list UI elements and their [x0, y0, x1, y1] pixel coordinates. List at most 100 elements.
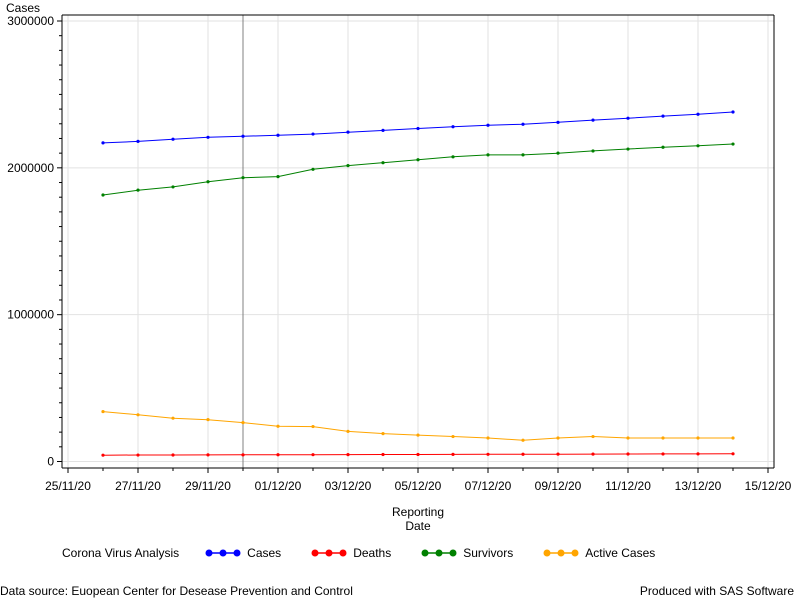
legend-item-survivors: Survivors [421, 546, 513, 560]
data-point-active-cases [486, 436, 490, 440]
line-chart: Cases Reporting Date 0 1000000 2000000 3000… [6, 1, 792, 533]
data-point-cases [136, 139, 140, 144]
data-point-active-cases [416, 433, 420, 437]
data-point-survivors [241, 176, 245, 180]
data-point-cases [346, 130, 350, 134]
legend-title: Corona Virus Analysis [62, 546, 180, 560]
data-point-cases [276, 133, 280, 137]
data-point-active-cases [276, 424, 280, 428]
data-point-deaths [731, 452, 735, 456]
x-tick-label: 01/12/20 [255, 479, 302, 493]
x-tick-label: 09/12/20 [535, 479, 582, 493]
data-point-survivors [101, 193, 105, 197]
x-tick-label: 05/12/20 [395, 479, 442, 493]
data-point-cases [731, 110, 735, 114]
data-point-deaths [241, 453, 245, 457]
data-point-survivors [451, 155, 455, 159]
data-point-active-cases [591, 434, 595, 439]
x-tick-label: 29/11/20 [185, 479, 231, 493]
data-point-survivors [206, 180, 210, 184]
x-tick-label: 07/12/20 [465, 479, 512, 493]
data-point-deaths [556, 452, 560, 456]
data-point-cases [591, 118, 595, 122]
data-point-active-cases [626, 436, 630, 440]
data-point-cases [101, 141, 105, 145]
data-point-survivors [311, 167, 315, 171]
data-point-active-cases [136, 413, 140, 417]
data-point-active-cases [556, 436, 560, 440]
data-point-deaths [661, 452, 665, 456]
data-source-footnote: Data source: Euopean Center for Desease … [0, 584, 353, 598]
data-point-active-cases [171, 416, 175, 420]
data-point-active-cases [311, 424, 315, 429]
x-axis-title-line-2: Date [405, 519, 431, 533]
data-point-survivors [626, 147, 630, 151]
data-point-deaths [346, 452, 350, 457]
software-footnote: Produced with SAS Software [639, 584, 794, 598]
data-point-cases [556, 120, 560, 124]
data-point-survivors [276, 175, 280, 179]
data-point-survivors [696, 144, 700, 148]
y-tick-label: 2000000 [7, 161, 54, 175]
data-point-cases [626, 116, 630, 120]
data-point-survivors [556, 151, 560, 155]
data-point-active-cases [521, 438, 525, 442]
legend-label-active-cases: Active Cases [585, 546, 656, 560]
data-point-deaths [206, 453, 210, 457]
x-tick-label: 25/11/20 [45, 479, 91, 493]
y-axis-title: Cases [6, 1, 40, 15]
y-tick-label: 1000000 [7, 308, 54, 322]
data-point-cases [486, 123, 490, 127]
x-tick-label: 11/12/20 [605, 479, 651, 493]
y-tick-label: 0 [47, 455, 54, 469]
legend-item-cases: Cases [205, 546, 281, 560]
data-point-survivors [521, 153, 525, 157]
data-point-cases [206, 135, 210, 139]
data-point-active-cases [451, 434, 455, 439]
data-point-deaths [101, 453, 105, 457]
data-point-survivors [171, 185, 175, 189]
data-point-survivors [136, 188, 140, 192]
data-point-active-cases [101, 409, 105, 414]
data-point-active-cases [206, 418, 210, 422]
data-point-cases [696, 112, 700, 116]
data-point-deaths [591, 452, 595, 456]
data-point-cases [451, 125, 455, 129]
data-point-cases [416, 126, 420, 131]
legend-label-deaths: Deaths [353, 546, 392, 560]
data-point-active-cases [696, 436, 700, 440]
data-point-deaths [626, 452, 630, 456]
data-point-survivors [486, 153, 490, 157]
data-point-survivors [591, 149, 595, 153]
data-point-deaths [381, 452, 385, 457]
data-point-cases [661, 114, 665, 118]
data-point-deaths [136, 453, 140, 457]
legend-item-active-cases: Active Cases [543, 546, 655, 560]
data-point-survivors [731, 142, 735, 146]
data-point-survivors [346, 164, 350, 168]
data-point-deaths [521, 452, 525, 456]
data-point-deaths [486, 452, 490, 456]
x-axis-title-line-1: Reporting [392, 505, 444, 519]
data-point-cases [381, 128, 385, 132]
data-point-deaths [311, 453, 315, 457]
legend-label-cases: Cases [247, 546, 282, 560]
data-point-cases [241, 134, 245, 138]
legend-item-deaths: Deaths [311, 546, 391, 560]
data-point-active-cases [346, 429, 350, 433]
data-point-survivors [381, 161, 385, 165]
data-point-survivors [416, 158, 420, 162]
y-tick-label: 3000000 [7, 14, 54, 28]
legend: Corona Virus Analysis Cases Deaths Survi… [62, 544, 685, 562]
data-point-deaths [696, 452, 700, 456]
x-tick-label: 15/12/20 [745, 479, 792, 493]
data-point-survivors [661, 145, 665, 149]
data-point-cases [311, 132, 315, 136]
data-point-deaths [416, 452, 420, 457]
data-point-deaths [171, 453, 175, 457]
data-point-active-cases [241, 420, 245, 425]
data-point-active-cases [661, 436, 665, 440]
x-tick-label: 27/11/20 [115, 479, 161, 493]
legend-swatch-active-cases [543, 549, 579, 557]
data-point-cases [171, 137, 175, 141]
